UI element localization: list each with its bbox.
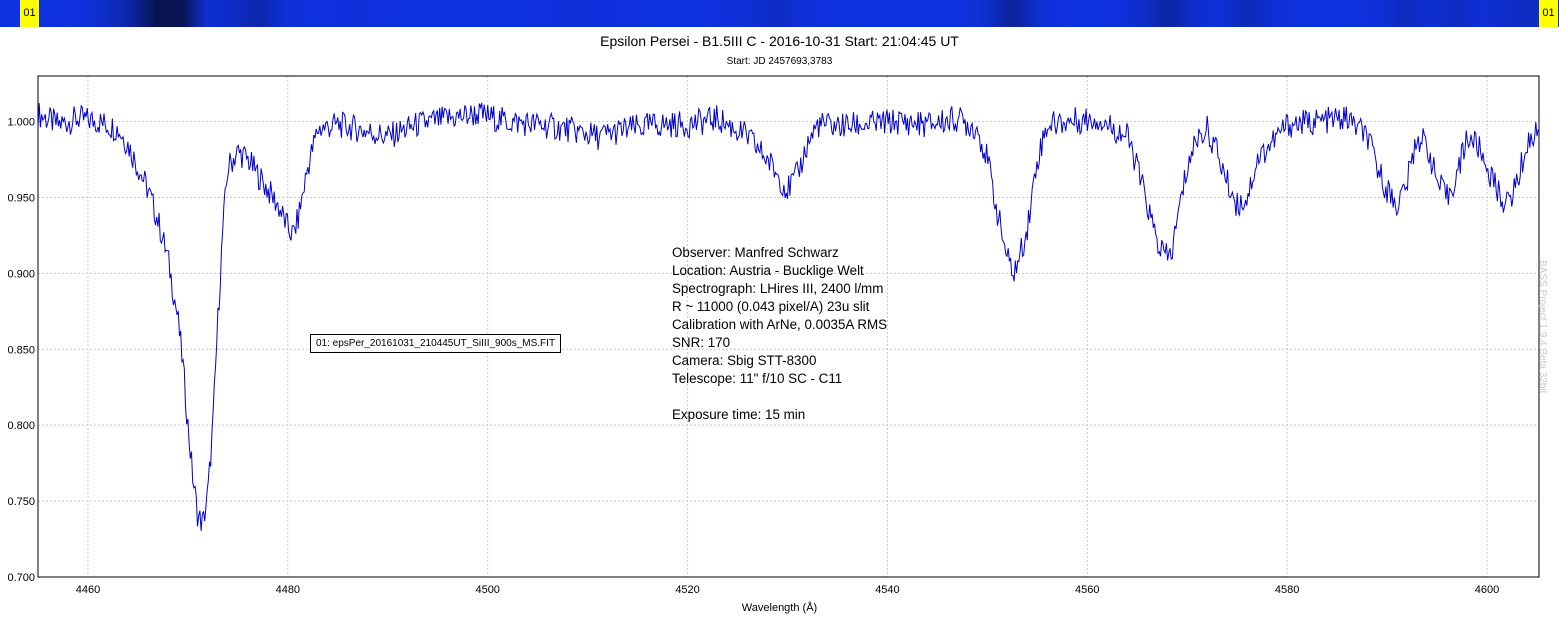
info-line: Camera: Sbig STT-8300 xyxy=(672,353,817,368)
chart-subtitle: Start: JD 2457693,3783 xyxy=(726,56,833,67)
x-tick-label: 4460 xyxy=(76,584,100,596)
info-line: Calibration with ArNe, 0.0035A RMS xyxy=(672,317,888,332)
x-tick-label: 4600 xyxy=(1475,584,1499,596)
y-tick-label: 0.800 xyxy=(7,420,35,432)
x-tick-label: 4500 xyxy=(475,584,499,596)
spectrum-strip xyxy=(0,0,1559,27)
x-tick-label: 4480 xyxy=(276,584,300,596)
software-watermark: BASS Project 1.9.4 Beta 32bit xyxy=(1537,260,1548,394)
y-tick-label: 0.700 xyxy=(7,572,35,584)
x-tick-label: 4580 xyxy=(1275,584,1299,596)
info-line: Spectrograph: LHires III, 2400 l/mm xyxy=(672,281,884,296)
info-line xyxy=(672,388,887,406)
observation-info: Observer: Manfred Schwarz Location: Austr… xyxy=(672,244,887,424)
chart-title: Epsilon Persei - B1.5III C - 2016-10-31 … xyxy=(600,33,959,49)
y-tick-label: 1.000 xyxy=(7,117,35,129)
info-line: Location: Austria - Bucklige Welt xyxy=(672,263,864,278)
strip-label-left: 01 xyxy=(20,0,39,27)
x-tick-label: 4520 xyxy=(675,584,699,596)
x-axis-label: Wavelength (Å) xyxy=(741,602,818,614)
spectrum-strip-band xyxy=(0,0,1559,27)
y-tick-label: 0.850 xyxy=(7,344,35,356)
y-tick-label: 0.750 xyxy=(7,496,35,508)
info-line: Exposure time: 15 min xyxy=(672,407,806,422)
info-line: SNR: 170 xyxy=(672,335,731,350)
info-line: Observer: Manfred Schwarz xyxy=(672,245,839,260)
y-tick-label: 0.950 xyxy=(7,192,35,204)
x-tick-label: 4560 xyxy=(1075,584,1099,596)
x-tick-label: 4540 xyxy=(875,584,899,596)
strip-label-right: 01 xyxy=(1539,0,1558,27)
legend-entry: 01: epsPer_20161031_210445UT_SiIII_900s_… xyxy=(310,334,562,353)
info-line: Telescope: 11" f/10 SC - C11 xyxy=(672,371,843,386)
y-tick-label: 0.900 xyxy=(7,268,35,280)
info-line: R ~ 11000 (0.043 pixel/A) 23u slit xyxy=(672,299,870,314)
